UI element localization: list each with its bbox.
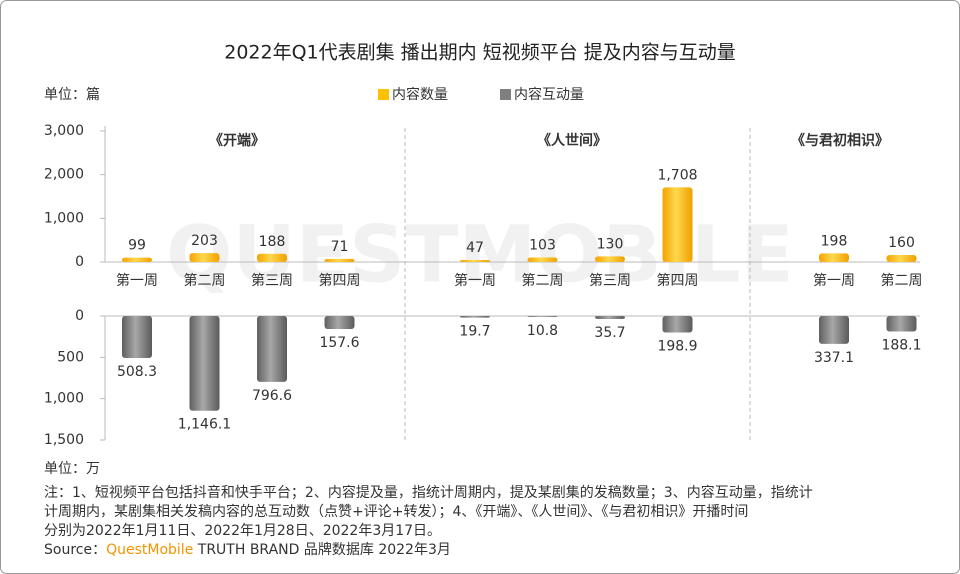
value-label: 337.1 (814, 350, 854, 366)
bar (595, 316, 625, 319)
bar (324, 258, 355, 262)
x-tick-label: 第三周 (251, 272, 293, 289)
bar (527, 316, 558, 317)
value-label: 198.9 (657, 338, 697, 354)
x-tick-label: 第二周 (522, 272, 564, 289)
y2-tick-label: 1,000 (44, 391, 84, 407)
group-label: 《人世间》 (537, 132, 607, 149)
source-brand: QuestMobile (106, 542, 193, 558)
source: Source：QuestMobile TRUTH BRAND 品牌数据库 202… (44, 541, 451, 558)
bar (595, 256, 625, 262)
bar (886, 255, 917, 262)
x-tick-label: 第一周 (116, 272, 158, 289)
source-text: TRUTH BRAND 品牌数据库 2022年3月 (193, 541, 451, 558)
value-label: 796.6 (252, 388, 292, 404)
bar (662, 187, 693, 262)
value-label: 47 (466, 240, 484, 256)
value-label: 188.1 (881, 338, 921, 354)
value-label: 35.7 (594, 325, 625, 341)
chart-title: 2022年Q1代表剧集 播出期内 短视频平台 提及内容与互动量 (224, 42, 736, 64)
value-label: 1,146.1 (178, 417, 231, 433)
value-label: 157.6 (319, 335, 359, 351)
y2-unit: 单位：万 (44, 461, 100, 477)
value-label: 188 (259, 234, 286, 250)
x-tick-label: 第四周 (319, 272, 361, 289)
value-label: 10.8 (527, 323, 558, 339)
x-tick-label: 第二周 (881, 272, 923, 289)
legend-swatch (500, 89, 511, 100)
value-label: 130 (597, 236, 624, 252)
value-label: 19.7 (459, 324, 490, 340)
y2-tick-label: 1,500 (44, 432, 84, 448)
note-line: 分别为2022年1月11日、2022年1月28日、2022年3月17日。 (44, 523, 441, 539)
bar (257, 253, 287, 262)
value-label: 203 (191, 233, 218, 249)
y-tick-label: 2,000 (44, 167, 84, 183)
x-tick-label: 第二周 (184, 272, 226, 289)
x-tick-label: 第一周 (454, 272, 496, 289)
bar (122, 316, 152, 359)
x-tick-label: 第三周 (589, 272, 631, 289)
legend-label: 内容互动量 (514, 86, 584, 103)
value-label: 508.3 (117, 364, 157, 380)
value-label: 1,708 (657, 167, 697, 183)
y2-tick-label: 0 (75, 308, 84, 324)
bar (819, 316, 849, 344)
value-label: 103 (529, 238, 556, 254)
y-tick-label: 0 (75, 254, 84, 270)
y-tick-label: 3,000 (44, 123, 84, 139)
x-tick-label: 第四周 (657, 272, 699, 289)
bar (460, 316, 490, 318)
bar (189, 253, 220, 262)
note-line: 计周期内，某剧集相关发稿内容的总互动数（点赞+评论+转发）；4、《开端》、《人世… (44, 503, 748, 520)
group-label: 《开端》 (209, 132, 265, 149)
y-unit: 单位：篇 (44, 87, 100, 103)
group-label: 《与君初相识》 (791, 132, 889, 149)
bar (460, 259, 490, 262)
bar (886, 316, 917, 332)
bar (257, 316, 287, 382)
value-label: 99 (128, 238, 146, 254)
legend-swatch (378, 89, 389, 100)
bar (324, 316, 355, 330)
y2-tick-label: 500 (57, 349, 84, 365)
x-tick-label: 第一周 (813, 272, 855, 289)
source-label: Source： (44, 542, 106, 558)
note-line: 注：1、短视频平台包括抖音和快手平台；2、内容提及量，指统计周期内，提及某剧集的… (44, 484, 813, 501)
bar (819, 253, 849, 262)
bar (122, 257, 152, 262)
value-label: 198 (821, 233, 848, 249)
bar (527, 257, 558, 262)
bar (662, 316, 693, 333)
value-label: 160 (888, 235, 915, 251)
legend-label: 内容数量 (392, 86, 448, 103)
y-tick-label: 1,000 (44, 210, 84, 226)
value-label: 71 (331, 239, 349, 255)
bar (189, 316, 220, 411)
